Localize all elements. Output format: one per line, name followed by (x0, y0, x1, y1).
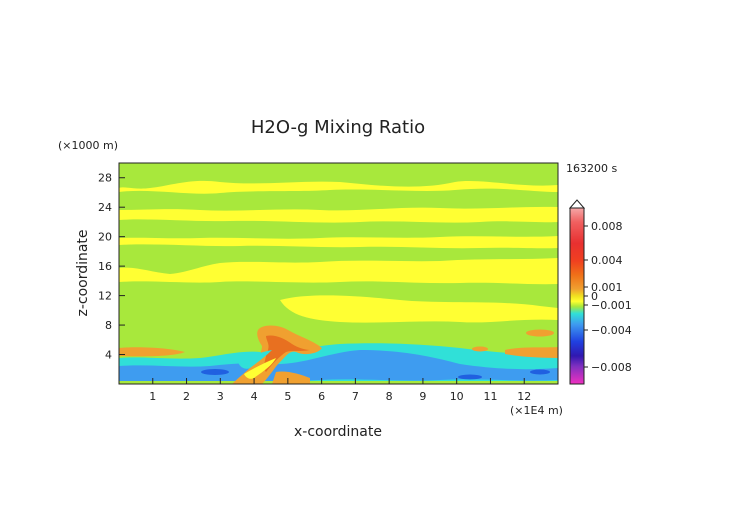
colorbar-label: 0 (591, 290, 598, 303)
green-band-middle (119, 244, 558, 274)
orange-base (272, 371, 310, 384)
y-axis-unit: (×1000 m) (58, 139, 118, 152)
colorbar-top-arrow (568, 199, 586, 209)
orange-left (119, 347, 185, 357)
x-tick-label: 1 (149, 390, 156, 403)
orange-mid (472, 346, 488, 352)
x-tick-label: 2 (183, 390, 190, 403)
x-tick-label: 12 (517, 390, 531, 403)
x-tick-label: 4 (251, 390, 258, 403)
x-tick-label: 6 (318, 390, 325, 403)
yellow-pocket (280, 295, 558, 323)
plot-area (119, 163, 558, 384)
y-tick-label: 20 (98, 231, 112, 244)
y-tick-label: 28 (98, 172, 112, 185)
y-tick-label: 4 (105, 349, 112, 362)
x-tick-label: 10 (450, 390, 464, 403)
colorbar-label: −0.008 (591, 361, 632, 374)
blue-core (119, 350, 558, 383)
green-band-upper-2 (119, 188, 558, 211)
blue-patch-2 (458, 374, 482, 380)
x-tick-label: 8 (386, 390, 393, 403)
y-tick-label: 16 (98, 260, 112, 273)
time-label: 163200 s (566, 162, 617, 175)
colorbar-label: 0.001 (591, 281, 623, 294)
x-tick-label: 3 (217, 390, 224, 403)
blue-patch-3 (530, 369, 550, 375)
x-tick-label: 7 (352, 390, 359, 403)
x-tick-label: 9 (419, 390, 426, 403)
x-tick-label: 5 (284, 390, 291, 403)
y-axis-ticks: 4 8 12 16 20 24 28 (98, 172, 125, 362)
colorbar-label: −0.004 (591, 324, 632, 337)
blue-patch-1 (201, 369, 229, 375)
colorbar-label: −0.001 (591, 299, 632, 312)
orange-right-2 (526, 329, 554, 337)
green-band-upper-3 (119, 219, 558, 239)
plume-cyan-streak (238, 350, 272, 369)
x-axis-unit: (×1E4 m) (510, 404, 563, 417)
orange-right (505, 347, 558, 358)
colorbar-bar (569, 207, 585, 385)
colorbar-label: 0.004 (591, 254, 623, 267)
surface-strip (119, 381, 558, 384)
green-band-top (119, 163, 558, 189)
orange-core (264, 335, 310, 372)
y-tick-label: 24 (98, 201, 112, 214)
plot-frame (118, 162, 559, 385)
chart-title: H2O-g Mixing Ratio (251, 117, 425, 138)
colorbar-label: 0.008 (591, 220, 623, 233)
y-axis-label: z-coordinate (75, 229, 91, 316)
x-axis-ticks: 1 2 3 4 5 6 7 8 9 10 11 12 (149, 378, 531, 403)
x-axis-label: x-coordinate (294, 424, 382, 440)
x-tick-label: 11 (483, 390, 497, 403)
y-tick-label: 8 (105, 319, 112, 332)
plume-yellow-streak (244, 358, 276, 379)
y-tick-label: 12 (98, 290, 112, 303)
